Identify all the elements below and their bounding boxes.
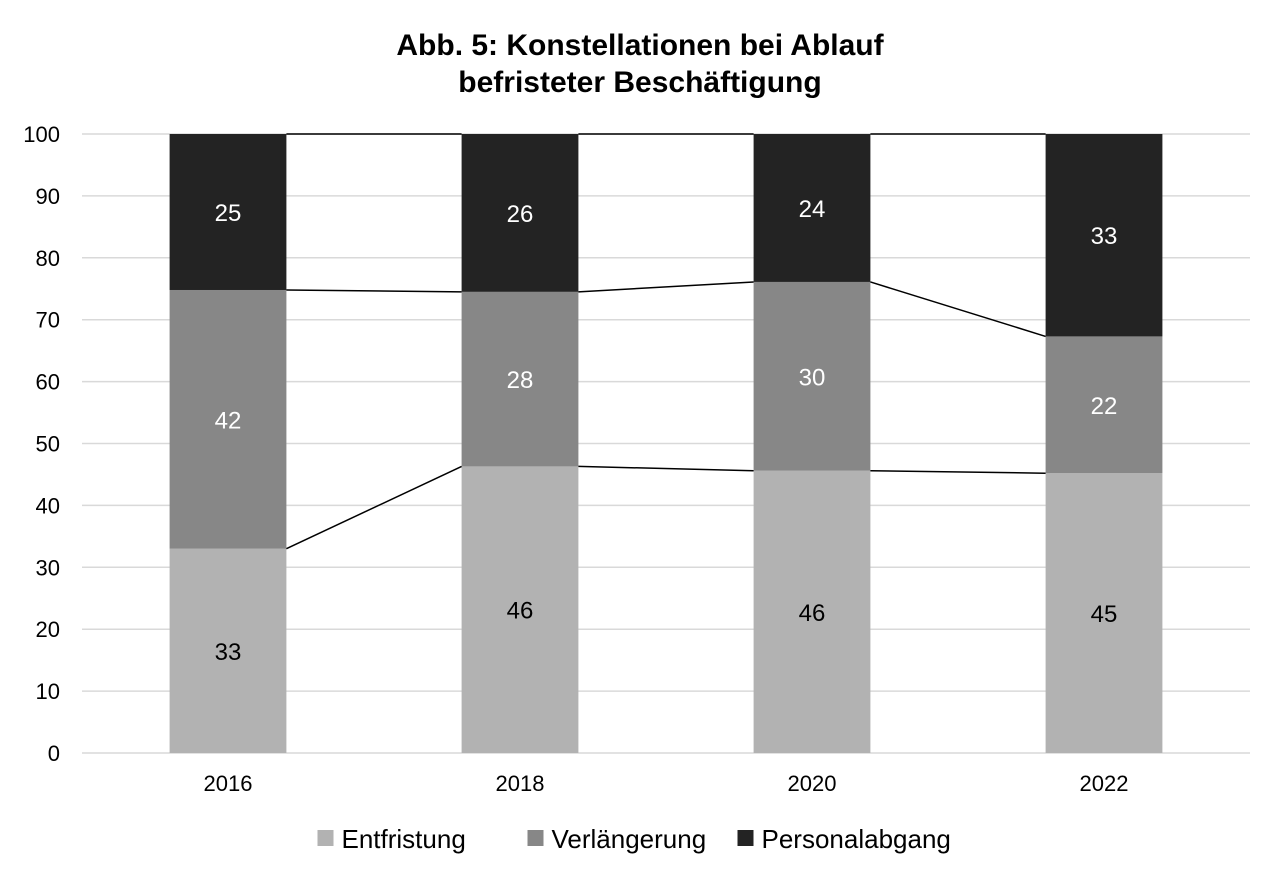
y-tick-100: 100 xyxy=(23,122,60,147)
data-label-entfristung-2020: 46 xyxy=(799,600,826,627)
y-tick-90: 90 xyxy=(36,184,60,209)
connector-entfristung-0 xyxy=(286,465,462,550)
bar-personalabgang-2018 xyxy=(461,134,579,292)
y-axis-ticks: 0 10 20 30 40 50 60 70 80 90 100 xyxy=(23,122,60,766)
data-label-entfristung-2018: 46 xyxy=(507,598,534,625)
series-connector-lines xyxy=(286,133,1046,550)
bar-verlängerung-2016 xyxy=(169,289,287,549)
data-label-personalabgang-2022: 33 xyxy=(1091,223,1118,250)
data-label-verlängerung-2016: 42 xyxy=(215,407,242,434)
data-label-personalabgang-2018: 26 xyxy=(507,201,534,228)
bar-personalabgang-2016 xyxy=(169,134,287,290)
bar-verlängerung-2020 xyxy=(753,281,871,471)
connector-entfristung-1 xyxy=(578,465,754,472)
legend-swatch-personalabgang xyxy=(737,830,754,846)
bar-verlängerung-2018 xyxy=(461,291,579,467)
bars xyxy=(169,134,1163,753)
legend-swatch-verlängerung xyxy=(527,830,544,846)
y-tick-50: 50 xyxy=(36,432,60,457)
bar-verlängerung-2022 xyxy=(1045,336,1163,474)
bar-entfristung-2022 xyxy=(1045,473,1163,753)
data-label-entfristung-2016: 33 xyxy=(215,639,242,666)
data-label-entfristung-2022: 45 xyxy=(1091,601,1118,628)
chart-title-line-1: Abb. 5: Konstellationen bei Ablauf xyxy=(396,29,884,62)
y-tick-40: 40 xyxy=(36,493,60,518)
y-tick-20: 20 xyxy=(36,617,60,642)
x-axis-ticks: 2016 2018 2020 2022 xyxy=(204,771,1129,796)
x-tick-2020: 2020 xyxy=(788,771,837,796)
legend-swatch-entfristung xyxy=(317,830,334,846)
y-tick-0: 0 xyxy=(48,741,60,766)
y-tick-80: 80 xyxy=(36,246,60,271)
bar-personalabgang-2020 xyxy=(753,134,871,282)
y-tick-60: 60 xyxy=(36,370,60,395)
connector-verlängerung-2 xyxy=(870,281,1046,338)
bar-entfristung-2018 xyxy=(461,466,579,753)
data-label-verlängerung-2022: 22 xyxy=(1091,393,1118,420)
data-label-verlängerung-2020: 30 xyxy=(799,364,826,391)
connector-verlängerung-0 xyxy=(286,289,462,293)
data-labels: 33 42 25 46 28 26 46 30 24 45 22 33 xyxy=(215,196,1118,666)
y-tick-10: 10 xyxy=(36,679,60,704)
legend-label-verlängerung: Verlängerung xyxy=(552,824,707,854)
connector-verlängerung-1 xyxy=(578,281,754,293)
legend-label-entfristung: Entfristung xyxy=(342,824,466,854)
data-label-personalabgang-2020: 24 xyxy=(799,196,826,223)
data-label-verlängerung-2018: 28 xyxy=(507,367,534,394)
bar-entfristung-2020 xyxy=(753,470,871,753)
bar-personalabgang-2022 xyxy=(1045,134,1163,337)
x-tick-2018: 2018 xyxy=(496,771,545,796)
chart-title-line-2: befristeter Beschäftigung xyxy=(458,66,821,99)
legend-label-personalabgang: Personalabgang xyxy=(762,824,951,854)
x-tick-2022: 2022 xyxy=(1080,771,1129,796)
y-tick-30: 30 xyxy=(36,555,60,580)
y-tick-70: 70 xyxy=(36,308,60,333)
legend: Entfristung Verlängerung Personalabgang xyxy=(317,824,951,854)
bar-entfristung-2016 xyxy=(169,548,287,753)
connector-entfristung-2 xyxy=(870,469,1046,474)
x-tick-2016: 2016 xyxy=(204,771,253,796)
data-label-personalabgang-2016: 25 xyxy=(215,200,242,227)
